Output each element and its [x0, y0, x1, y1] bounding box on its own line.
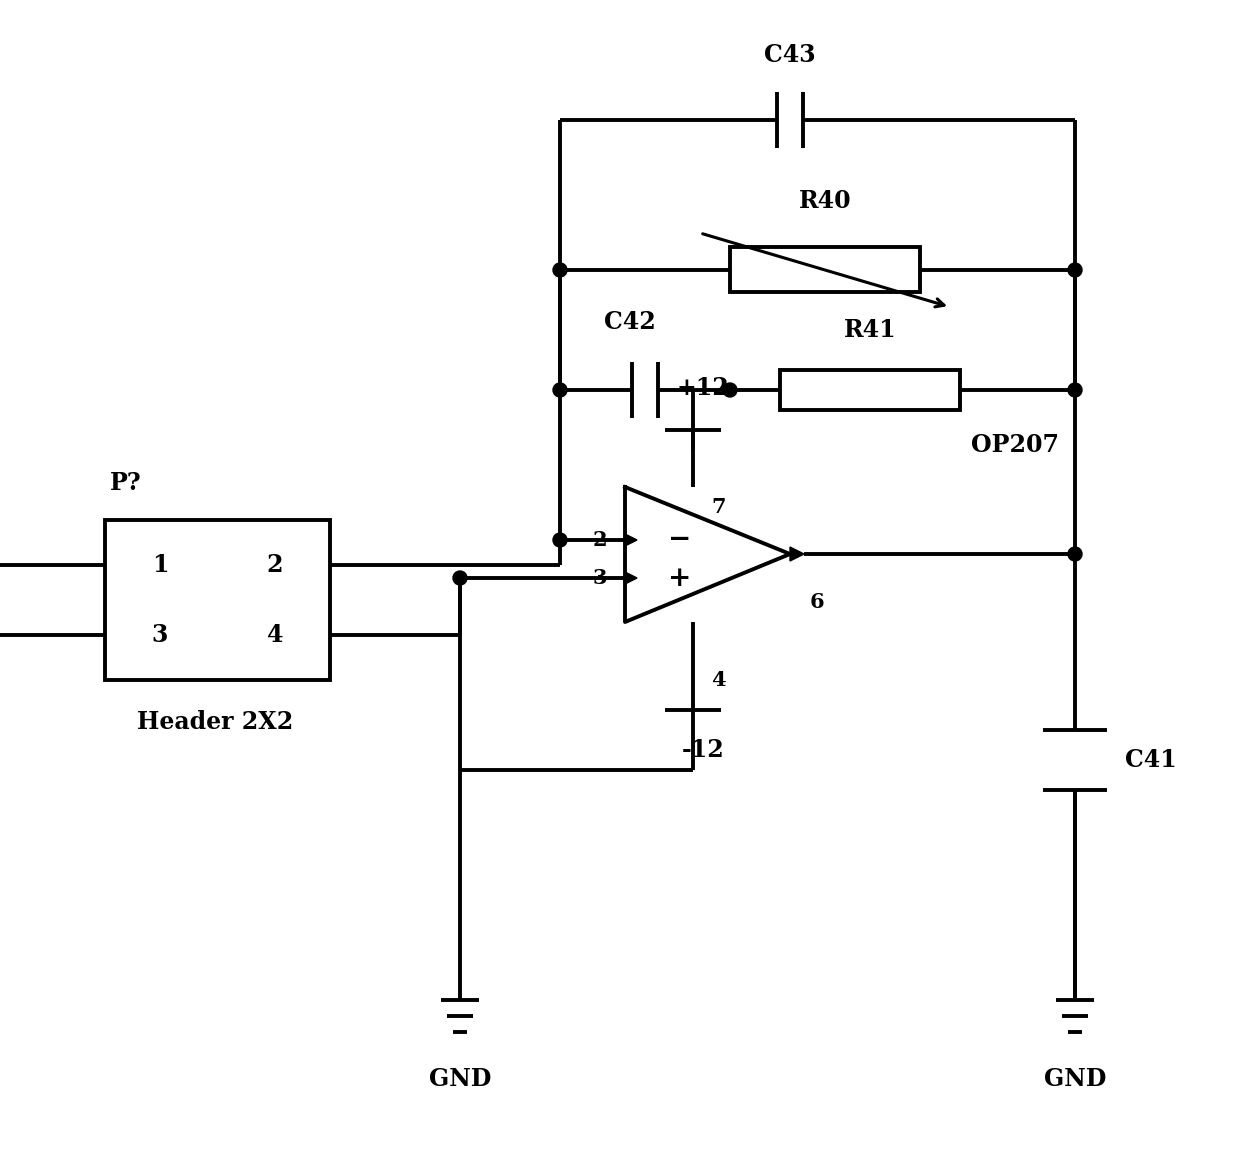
- Text: −: −: [668, 526, 692, 554]
- Polygon shape: [790, 547, 804, 561]
- Text: +: +: [668, 564, 692, 591]
- Polygon shape: [625, 534, 637, 546]
- Text: R40: R40: [799, 189, 852, 213]
- Polygon shape: [625, 573, 637, 584]
- Circle shape: [723, 382, 737, 398]
- Bar: [780, 370, 960, 410]
- Text: 2: 2: [267, 553, 283, 577]
- Text: C42: C42: [604, 309, 656, 334]
- Text: Header 2X2: Header 2X2: [136, 710, 293, 734]
- Text: R41: R41: [843, 318, 897, 342]
- Text: 1: 1: [151, 553, 169, 577]
- Text: GND: GND: [1044, 1067, 1106, 1091]
- Text: 2: 2: [593, 530, 608, 551]
- Text: -12: -12: [682, 738, 724, 761]
- Circle shape: [1068, 547, 1083, 561]
- Text: GND: GND: [429, 1067, 491, 1091]
- Circle shape: [553, 533, 567, 547]
- Circle shape: [1068, 382, 1083, 398]
- Text: 7: 7: [711, 497, 725, 517]
- Text: P?: P?: [110, 471, 141, 495]
- Text: 6: 6: [810, 592, 825, 612]
- Circle shape: [453, 571, 467, 585]
- Circle shape: [553, 382, 567, 398]
- Text: 4: 4: [711, 670, 725, 690]
- Text: 3: 3: [593, 568, 608, 588]
- Text: +12: +12: [677, 376, 729, 400]
- Text: 3: 3: [151, 624, 169, 647]
- Text: OP207: OP207: [971, 433, 1059, 457]
- Bar: [105, 520, 330, 680]
- Bar: [730, 247, 920, 292]
- Circle shape: [553, 263, 567, 277]
- Text: 4: 4: [267, 624, 283, 647]
- Circle shape: [1068, 263, 1083, 277]
- Text: C41: C41: [1125, 748, 1177, 772]
- Text: C43: C43: [764, 43, 816, 67]
